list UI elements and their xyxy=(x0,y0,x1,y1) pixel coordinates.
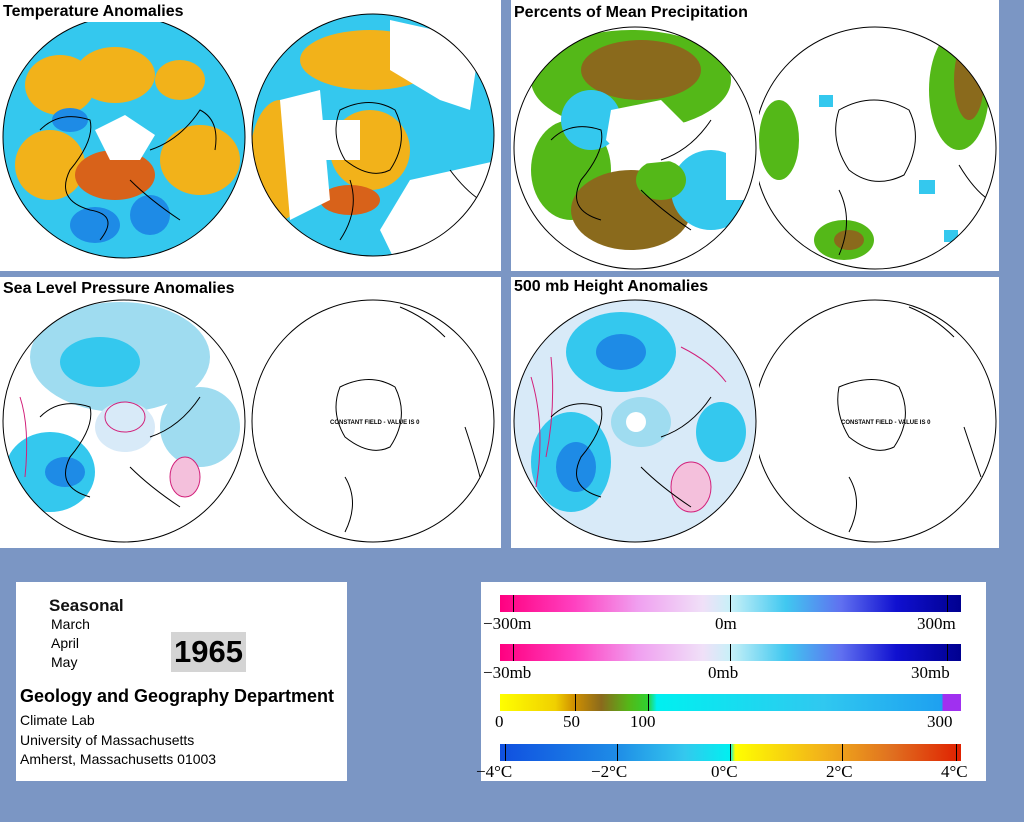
temp-label-zero: 0°C xyxy=(711,762,738,781)
slp-panel: CONSTANT FIELD - VALUE IS 0 Sea Level Pr… xyxy=(0,277,501,548)
height-label-max: 300m xyxy=(917,614,956,633)
year-label: 1965 xyxy=(171,632,246,672)
month-2: April xyxy=(51,635,80,651)
period-label: Seasonal xyxy=(49,596,124,615)
pressure-label-min: −30mb xyxy=(483,663,532,682)
precip-colorbar xyxy=(500,694,961,711)
height-south-globe xyxy=(759,299,997,543)
temperature-panel: Temperature Anomalies xyxy=(0,0,501,271)
department-name: Geology and Geography Department xyxy=(20,686,335,706)
precip-label-0: 0 xyxy=(495,712,504,731)
height-label-min: −300m xyxy=(483,614,532,633)
precipitation-title: Percents of Mean Precipitation xyxy=(511,3,751,23)
info-line-3: Amherst, Massachusetts 01003 xyxy=(20,751,217,767)
precipitation-north-globe xyxy=(513,26,757,270)
legend-box: −300m 0m 300m −30mb 0mb 30mb 0 50 100 30… xyxy=(476,582,986,781)
slp-north-globe xyxy=(2,299,246,543)
temperature-north-globe xyxy=(2,15,246,259)
temperature-title: Temperature Anomalies xyxy=(0,2,187,22)
temp-label-plus2: 2°C xyxy=(826,762,853,781)
pressure-label-mid: 0mb xyxy=(708,663,739,682)
precipitation-panel: Percents of Mean Precipitation xyxy=(511,0,999,271)
height-constant-field-note: CONSTANT FIELD - VALUE IS 0 xyxy=(841,420,931,426)
month-1: March xyxy=(51,616,90,632)
height-north-globe xyxy=(513,299,757,543)
info-box: Seasonal March April May 1965 Geology an… xyxy=(16,582,347,781)
slp-title: Sea Level Pressure Anomalies xyxy=(0,279,238,299)
precipitation-south-globe xyxy=(759,26,997,270)
temp-label-min2: −2°C xyxy=(591,762,628,781)
info-line-1: Climate Lab xyxy=(20,712,95,728)
height-label-mid: 0m xyxy=(715,614,737,633)
slp-south-globe xyxy=(251,299,495,543)
precip-label-100: 100 xyxy=(630,712,656,731)
height-title: 500 mb Height Anomalies xyxy=(511,277,712,297)
temp-label-min4: −4°C xyxy=(476,762,513,781)
info-line-2: University of Massachusetts xyxy=(20,732,195,748)
slp-constant-field-note: CONSTANT FIELD - VALUE IS 0 xyxy=(330,420,420,426)
pressure-label-max: 30mb xyxy=(911,663,950,682)
month-3: May xyxy=(51,654,78,670)
precip-label-300: 300 xyxy=(927,712,953,731)
temp-label-plus4: 4°C xyxy=(941,762,968,781)
temperature-south-globe xyxy=(251,13,495,257)
precip-label-50: 50 xyxy=(563,712,580,731)
height-panel: CONSTANT FIELD - VALUE IS 0 500 mb Heigh… xyxy=(511,277,999,548)
